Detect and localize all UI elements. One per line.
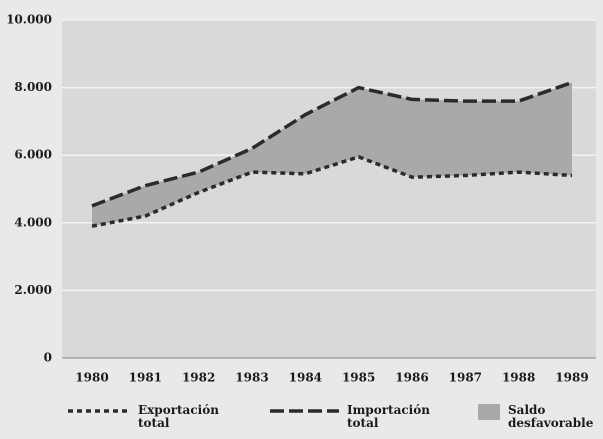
x-tick-label: 1980	[75, 371, 108, 385]
x-tick-label: 1982	[182, 371, 215, 385]
y-tick-label: 10.000	[6, 13, 52, 27]
y-tick-label: 2.000	[14, 283, 52, 297]
legend-label: Exportación total	[138, 403, 219, 430]
x-tick-label: 1981	[129, 371, 162, 385]
x-tick-label: 1988	[502, 371, 535, 385]
y-tick-label: 4.000	[14, 215, 52, 229]
y-tick-label: 0	[44, 351, 52, 365]
legend-label: Saldo desfavorable	[508, 403, 594, 430]
x-tick-label: 1984	[289, 371, 322, 385]
series-line	[91, 80, 573, 208]
x-tick-label: 1985	[342, 371, 375, 385]
x-tick-label: 1987	[449, 371, 482, 385]
series-line	[91, 155, 573, 228]
x-tick-label: 1989	[555, 371, 588, 385]
x-tick-label: 1983	[235, 371, 268, 385]
y-tick-label: 6.000	[14, 148, 52, 162]
legend-label: Importación total	[347, 403, 430, 430]
legend-swatch	[478, 404, 500, 420]
x-tick-label: 1986	[395, 371, 428, 385]
deficit-area	[92, 82, 572, 227]
y-tick-label: 8.000	[14, 80, 52, 94]
